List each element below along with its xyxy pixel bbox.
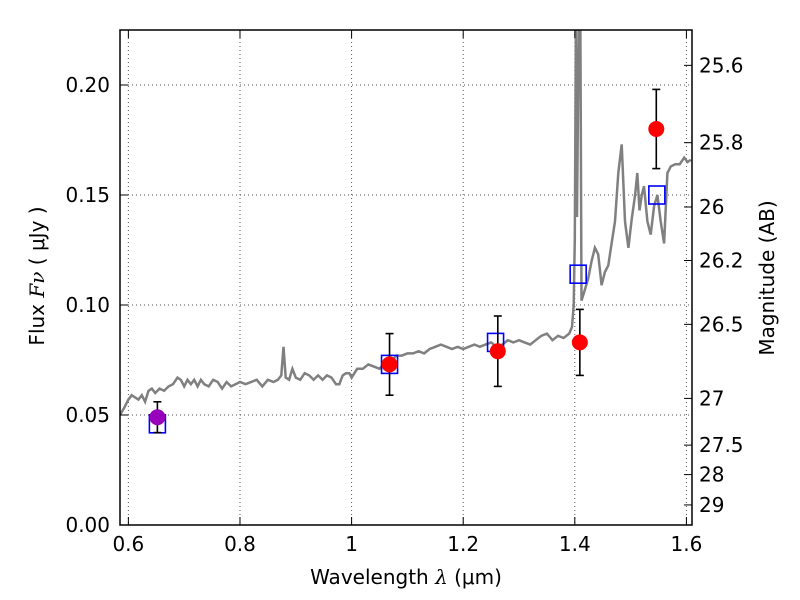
observed-point [648, 121, 665, 137]
right-tick-label: 26 [699, 195, 724, 219]
x-axis-unit: (μm) [454, 565, 502, 589]
y-tick-label: 0.20 [65, 73, 110, 97]
observed-point [489, 343, 506, 360]
y-tick-label: 0.15 [65, 183, 110, 207]
right-tick-label: 25.8 [699, 131, 744, 155]
plot-frame [119, 29, 693, 526]
right-tick-label: 26.2 [699, 249, 744, 273]
observed-photometry-layer [149, 88, 665, 434]
right-tick-label: 29 [699, 493, 724, 517]
y-axis-label: Flux Fν ( μJy ) [25, 206, 49, 345]
y-tick-label: 0.10 [65, 293, 110, 317]
x-axis-label: Wavelength λ (μm) [310, 565, 502, 589]
observed-point [149, 409, 166, 426]
x-tick-label: 1.2 [447, 532, 479, 556]
right-tick-label: 25.6 [699, 53, 744, 77]
right-tick-label: 27 [699, 386, 724, 410]
observed-point [381, 356, 398, 373]
observed-point [571, 334, 588, 351]
x-tick-label: 1 [345, 532, 358, 556]
x-axis-symbol: λ [434, 565, 448, 589]
right-tick-label: 27.5 [699, 433, 744, 457]
template-spectrum-layer [120, 30, 692, 416]
x-tick-label: 1.4 [559, 532, 591, 556]
x-tick-label: 0.8 [224, 532, 256, 556]
x-tick-label: 0.6 [112, 532, 144, 556]
y-axis-unit: ( μJy ) [25, 206, 49, 265]
right-tick-label: 28 [699, 463, 724, 487]
right-tick-label: 26.5 [699, 312, 744, 336]
y-tick-label: 0.00 [65, 513, 110, 537]
grid-lines [120, 30, 692, 526]
x-tick-label: 1.6 [671, 532, 703, 556]
model-photometry-layer [148, 185, 666, 434]
y-tick-label: 0.05 [65, 403, 110, 427]
model-square-marker [569, 264, 587, 285]
model-square-marker [648, 185, 666, 205]
template-spectrum-line [120, 30, 692, 416]
right-axis-label: Magnitude (AB) [755, 200, 779, 355]
y-axis-symbol: Fν [25, 272, 49, 299]
axis-ticks: 0.6 0.8 1 1.2 1.4 1.6 0.00 0.05 0.10 0.15 0.20 25.6… [65, 30, 744, 556]
